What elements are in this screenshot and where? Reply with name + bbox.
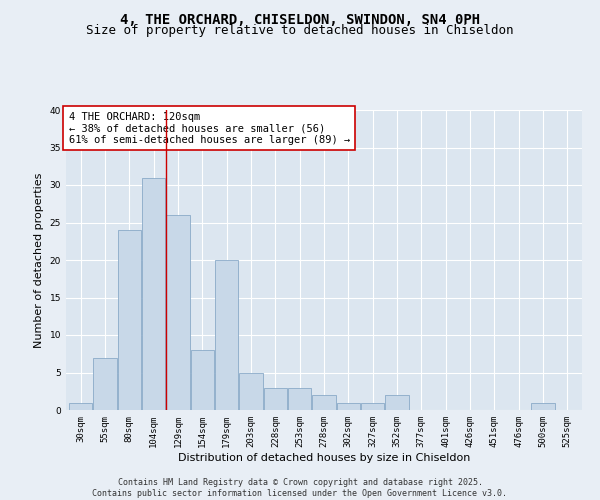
Bar [337,402,360,410]
Bar [288,388,311,410]
Text: 4, THE ORCHARD, CHISELDON, SWINDON, SN4 0PH: 4, THE ORCHARD, CHISELDON, SWINDON, SN4 … [120,12,480,26]
Bar [361,402,384,410]
Bar [215,260,238,410]
Bar [191,350,214,410]
Text: Size of property relative to detached houses in Chiseldon: Size of property relative to detached ho… [86,24,514,37]
Bar [69,402,92,410]
Bar [385,395,409,410]
Bar [118,230,141,410]
Bar [166,215,190,410]
X-axis label: Distribution of detached houses by size in Chiseldon: Distribution of detached houses by size … [178,452,470,462]
Bar [142,178,165,410]
Bar [313,395,335,410]
Bar [532,402,554,410]
Text: 4 THE ORCHARD: 120sqm
← 38% of detached houses are smaller (56)
61% of semi-deta: 4 THE ORCHARD: 120sqm ← 38% of detached … [68,112,350,144]
Bar [239,372,263,410]
Bar [264,388,287,410]
Text: Contains HM Land Registry data © Crown copyright and database right 2025.
Contai: Contains HM Land Registry data © Crown c… [92,478,508,498]
Y-axis label: Number of detached properties: Number of detached properties [34,172,44,348]
Bar [94,358,116,410]
